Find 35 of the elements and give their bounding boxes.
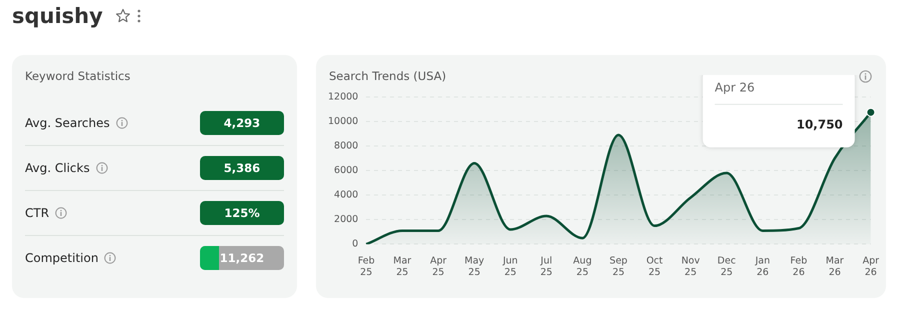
y-tick-label: 0 [352, 238, 358, 250]
x-tick-label: Mar 26 [826, 255, 844, 278]
text: Avg. Searches [25, 116, 110, 130]
y-tick-label: 6000 [334, 165, 358, 176]
chart-title: Search Trends (USA) [329, 69, 446, 83]
x-tick-label: Mar 25 [393, 255, 412, 278]
text: squishy [12, 4, 103, 28]
text: Keyword Statistics [25, 69, 130, 83]
text: Apr 26 [714, 80, 755, 94]
x-tick-label: Sep 25 [610, 255, 628, 278]
text: Avg. Clicks [25, 160, 90, 174]
text: 125% [224, 206, 260, 220]
text: 11,262 [220, 250, 264, 264]
y-tick-label: 10000 [328, 116, 358, 127]
text: Competition [25, 250, 98, 264]
x-tick-label: Nov 25 [681, 255, 700, 278]
x-tick-label: Feb 25 [358, 255, 375, 278]
x-tick-label: Apr 25 [430, 255, 447, 278]
x-tick-label: Apr 26 [862, 255, 880, 278]
x-tick-label: Jun 25 [502, 255, 518, 278]
text: 4,293 [224, 116, 260, 130]
annotation: 10,750 [796, 117, 843, 132]
y-tick-label: 2000 [334, 214, 358, 226]
text: 5,386 [224, 160, 260, 174]
x-tick-label: Dec 25 [717, 255, 736, 278]
x-tick-label: Jan 26 [754, 255, 770, 278]
x-tick-label: Oct 25 [646, 255, 664, 278]
y-tick-label: 12000 [328, 91, 358, 102]
x-tick-label: Aug 25 [573, 255, 592, 278]
x-tick-label: Feb 26 [790, 255, 808, 278]
text: CTR [25, 206, 50, 220]
x-tick-label: May 25 [464, 255, 485, 278]
y-tick-label: 4000 [334, 190, 358, 201]
x-tick-label: Jul 25 [540, 255, 552, 278]
y-tick-label: 8000 [334, 140, 358, 152]
